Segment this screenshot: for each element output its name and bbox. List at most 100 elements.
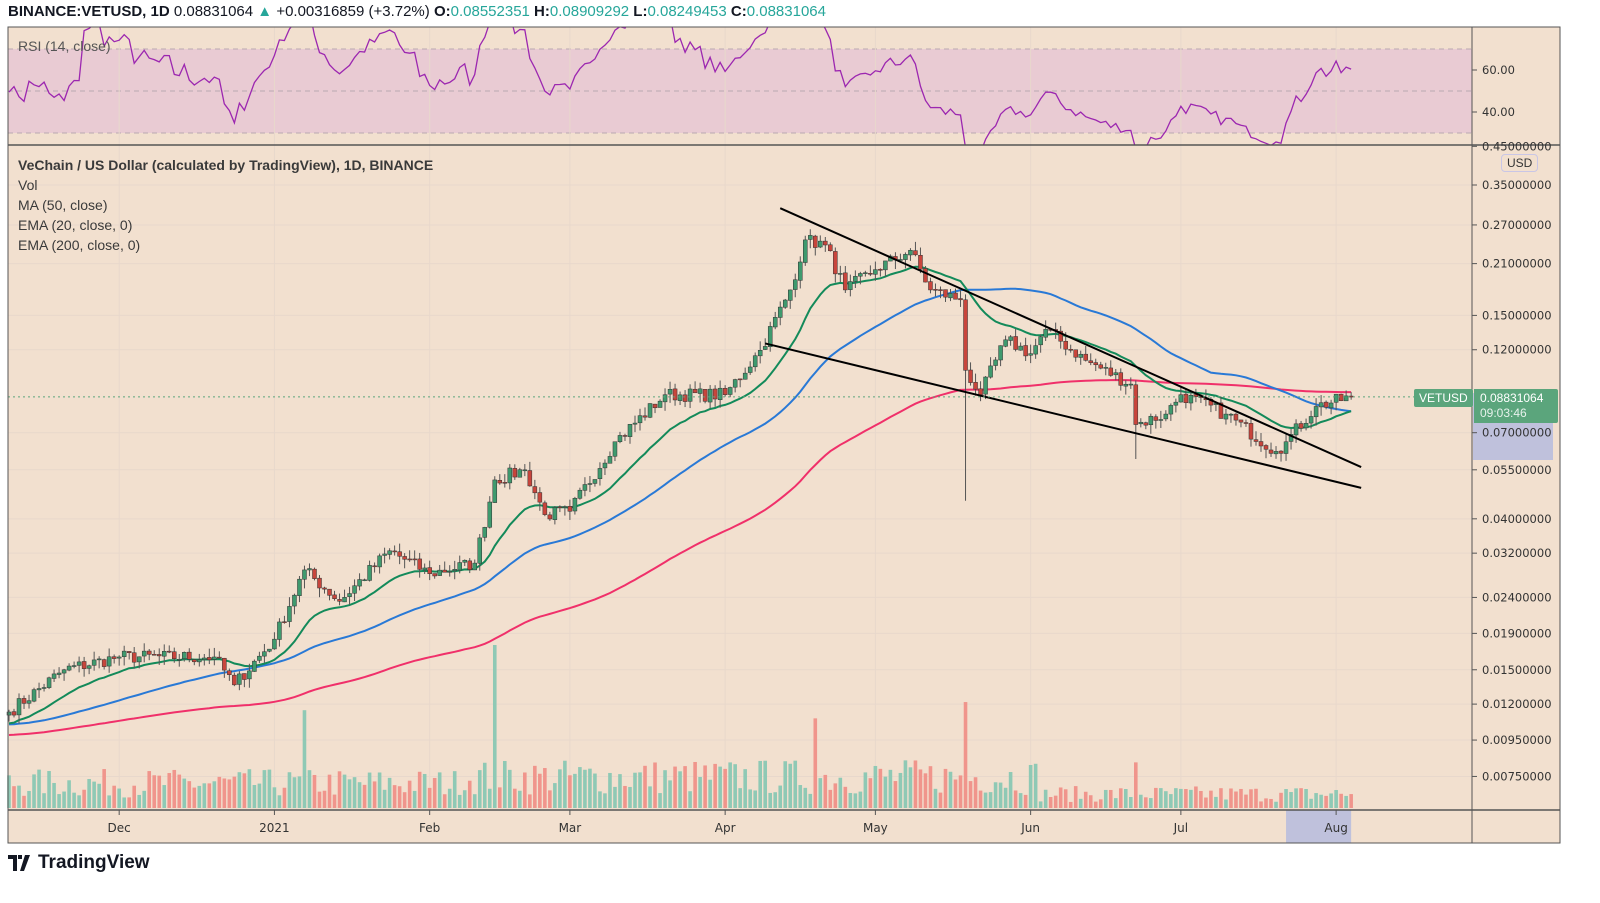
volume-bar	[988, 792, 993, 808]
volume-bar	[387, 777, 392, 808]
candle-body	[757, 350, 763, 357]
volume-bar	[1224, 799, 1228, 808]
volume-bar	[272, 787, 277, 808]
high-value: 0.08909292	[549, 3, 630, 20]
volume-bar	[883, 776, 888, 808]
candle-body	[101, 659, 107, 667]
volume-bar	[1179, 788, 1183, 808]
candle-body	[632, 422, 638, 425]
candle-body	[307, 568, 312, 571]
volume-bar	[943, 768, 948, 808]
volume-bar	[1209, 790, 1213, 808]
volume-bar	[913, 760, 918, 808]
volume-bar	[147, 771, 152, 808]
volume-bar	[117, 788, 121, 808]
rsi-legend[interactable]: RSI (14, close)	[18, 38, 111, 54]
candle-body	[397, 551, 402, 557]
candle-body	[412, 558, 417, 561]
candle-body	[517, 469, 523, 478]
currency-button[interactable]: USD	[1501, 154, 1539, 172]
candle-body	[172, 651, 177, 659]
price-axis-label: 0.07000000	[1482, 426, 1552, 440]
candle-body	[968, 369, 973, 383]
volume-bar	[12, 786, 16, 808]
legend-title[interactable]: VeChain / US Dollar (calculated by Tradi…	[18, 157, 434, 173]
candle-body	[352, 585, 357, 594]
candle-body	[732, 379, 738, 388]
volume-bar	[673, 766, 677, 808]
volume-bar	[508, 769, 512, 808]
volume-bar	[973, 777, 978, 808]
candle-body	[131, 652, 137, 663]
candle-body	[1063, 340, 1068, 350]
volume-bar	[953, 779, 958, 808]
candle-body	[552, 507, 558, 520]
legend-ema200[interactable]: EMA (200, close, 0)	[18, 237, 141, 253]
volume-bar	[157, 775, 162, 808]
candle-body	[813, 235, 818, 248]
candle-body	[697, 388, 703, 394]
tradingview-logo[interactable]: TradingView	[8, 852, 150, 874]
candle-body	[1223, 413, 1229, 420]
candle-body	[96, 658, 102, 661]
candle-body	[377, 555, 382, 568]
candle-body	[41, 687, 47, 689]
legend-ema20[interactable]: EMA (20, close, 0)	[18, 217, 133, 233]
candle-body	[868, 273, 873, 275]
volume-bar	[898, 772, 903, 808]
volume-bar	[262, 770, 267, 808]
price-axis-label: 0.27000000	[1482, 218, 1552, 232]
candle-body	[317, 577, 322, 589]
volume-bar	[908, 767, 913, 808]
legend-ma50[interactable]: MA (50, close)	[18, 197, 108, 213]
candle-body	[1158, 419, 1164, 421]
volume-bar	[1344, 795, 1348, 808]
volume-bar	[703, 765, 707, 808]
volume-bar	[242, 773, 247, 808]
candle-body	[1143, 422, 1149, 426]
volume-bar	[277, 795, 282, 808]
volume-bar	[623, 785, 627, 808]
bar-countdown: 09:03:46	[1480, 406, 1527, 420]
legend-vol[interactable]: Vol	[18, 177, 38, 193]
volume-bar	[938, 792, 943, 808]
candle-body	[722, 388, 728, 395]
volume-bar	[1274, 801, 1278, 808]
time-axis-label: Aug	[1324, 821, 1347, 835]
candle-body	[407, 558, 412, 561]
candle-body	[1178, 394, 1184, 403]
volume-bar	[698, 776, 702, 808]
price-axis-label: 0.21000000	[1482, 257, 1552, 271]
last-price-value: 0.08831064	[1480, 391, 1544, 405]
candle-body	[1163, 413, 1169, 420]
volume-bar	[828, 789, 833, 808]
volume-bar	[72, 792, 76, 808]
candle-body	[202, 657, 207, 660]
candle-body	[818, 240, 823, 248]
volume-bar	[663, 770, 667, 808]
volume-bar	[492, 645, 497, 808]
volume-bar	[668, 780, 672, 808]
candle-body	[56, 672, 62, 675]
volume-bar	[853, 793, 858, 808]
volume-bar	[1018, 793, 1023, 808]
volume-bar	[112, 785, 116, 808]
candle-body	[502, 482, 508, 484]
candle-body	[31, 689, 37, 702]
candle-body	[672, 388, 678, 401]
candle-body	[342, 597, 347, 603]
candle-body	[1243, 422, 1249, 424]
volume-bar	[502, 760, 507, 808]
candle-body	[1043, 329, 1048, 338]
volume-bar	[1149, 798, 1153, 808]
price-axis-label: 0.45000000	[1482, 139, 1552, 153]
volume-bar	[823, 774, 828, 808]
candle-body	[151, 654, 157, 656]
volume-bar	[1239, 788, 1243, 808]
volume-bar	[162, 785, 167, 808]
candle-body	[462, 559, 467, 563]
volume-bar	[718, 766, 722, 808]
candle-body	[848, 281, 853, 290]
candle-body	[487, 501, 493, 528]
